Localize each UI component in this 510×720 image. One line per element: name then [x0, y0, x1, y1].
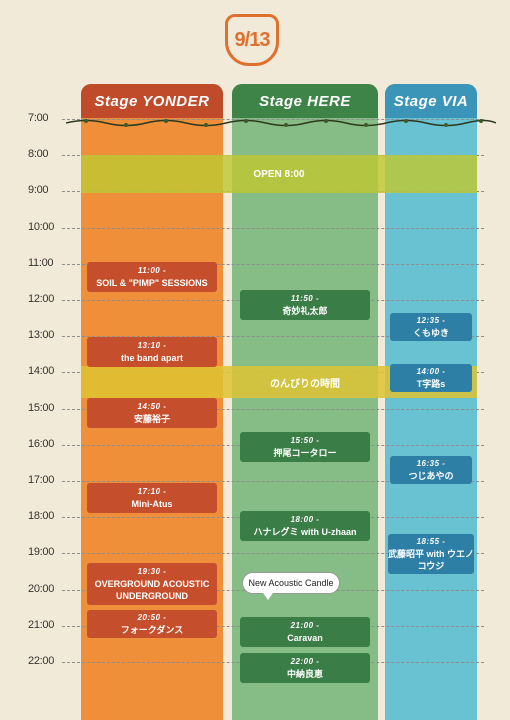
event-yonder-6[interactable]: 20:50 - フォークダンス [87, 610, 217, 638]
event-time: 13:10 - [137, 341, 167, 350]
event-via-4[interactable]: 18:55 - 武藤昭平 with ウエノコウジ [388, 534, 474, 574]
event-time: 19:30 - [137, 567, 167, 576]
hour-label: 22:00 [28, 655, 55, 667]
hour-line [62, 553, 484, 554]
event-yonder-1[interactable]: 11:00 - SOIL & "PIMP" SESSIONS [87, 262, 217, 292]
event-yonder-2[interactable]: 13:10 - the band apart [87, 337, 217, 367]
event-name: 武藤昭平 with ウエノコウジ [388, 549, 474, 571]
event-name: Caravan [287, 633, 323, 643]
event-via-3[interactable]: 16:35 - つじあやの [390, 456, 472, 484]
bubble-label: New Acoustic Candle [248, 578, 334, 588]
event-via-2[interactable]: 14:00 - T字路s [390, 364, 472, 392]
event-time: 21:00 - [290, 621, 320, 630]
date-label: 9/13 [234, 28, 271, 51]
stage-here-header: Stage HERE [232, 84, 378, 118]
event-time: 14:50 - [137, 402, 167, 411]
event-name: ハナレグミ with U-zhaan [253, 527, 357, 537]
event-name: T字路s [416, 379, 446, 389]
event-name: 安藤裕子 [133, 414, 170, 424]
event-time: 15:50 - [290, 436, 320, 445]
event-name: つじあやの [408, 471, 454, 481]
hour-label: 16:00 [28, 438, 55, 450]
hour-label: 14:00 [28, 365, 55, 377]
hour-line [62, 336, 484, 337]
event-name: 奇妙礼太郎 [282, 306, 328, 316]
event-time: 11:00 - [137, 266, 167, 275]
hour-label: 17:00 [28, 474, 55, 486]
event-time: 18:55 - [416, 537, 446, 546]
hour-label: 8:00 [28, 148, 49, 160]
event-name: くもゆき [412, 328, 449, 338]
stage-via-header: Stage VIA [385, 84, 477, 118]
hour-line [62, 264, 484, 265]
event-name: 押尾コータロー [273, 448, 337, 458]
event-name: フォークダンス [120, 625, 184, 635]
hour-line [62, 119, 484, 120]
hour-label: 18:00 [28, 510, 55, 522]
hour-line [62, 409, 484, 410]
event-here-1[interactable]: 11:50 - 奇妙礼太郎 [240, 290, 370, 320]
hour-label: 19:00 [28, 546, 55, 558]
event-yonder-3[interactable]: 14:50 - 安藤裕子 [87, 398, 217, 428]
hour-label: 12:00 [28, 293, 55, 305]
event-name: SOIL & "PIMP" SESSIONS [96, 278, 208, 288]
event-yonder-4[interactable]: 17:10 - Mini-Atus [87, 483, 217, 513]
hour-label: 7:00 [28, 112, 49, 124]
event-time: 14:00 - [416, 367, 446, 376]
open-band: OPEN 8:00 [81, 155, 477, 193]
event-via-1[interactable]: 12:35 - くもゆき [390, 313, 472, 341]
vine-decoration [66, 119, 496, 127]
event-time: 11:50 - [290, 294, 320, 303]
event-time: 18:00 - [290, 515, 320, 524]
hour-line [62, 228, 484, 229]
event-here-2[interactable]: 15:50 - 押尾コータロー [240, 432, 370, 462]
event-time: 22:00 - [290, 657, 320, 666]
stage-yonder-header: Stage YONDER [81, 84, 223, 118]
nonbiri-label: のんびりの時間 [270, 378, 340, 390]
hour-label: 9:00 [28, 184, 49, 196]
hour-label: 21:00 [28, 619, 55, 631]
event-here-5[interactable]: 22:00 - 中納良恵 [240, 653, 370, 683]
hour-label: 10:00 [28, 221, 55, 233]
event-time: 16:35 - [416, 459, 446, 468]
event-here-3[interactable]: 18:00 - ハナレグミ with U-zhaan [240, 511, 370, 541]
hour-label: 13:00 [28, 329, 55, 341]
event-name: 中納良恵 [286, 669, 323, 679]
open-label: OPEN 8:00 [253, 168, 305, 180]
hour-label: 20:00 [28, 583, 55, 595]
date-badge: 9/13 [225, 14, 279, 66]
event-here-4[interactable]: 21:00 - Caravan [240, 617, 370, 647]
event-name: the band apart [120, 353, 183, 363]
event-name: OVERGROUND ACOUSTIC UNDERGROUND [94, 579, 210, 601]
event-time: 17:10 - [137, 487, 167, 496]
speech-bubble: New Acoustic Candle [242, 572, 340, 600]
hour-line [62, 481, 484, 482]
event-name: Mini-Atus [131, 499, 173, 509]
hour-label: 11:00 [28, 257, 54, 269]
event-time: 20:50 - [137, 613, 167, 622]
event-yonder-5[interactable]: 19:30 - OVERGROUND ACOUSTIC UNDERGROUND [87, 563, 217, 605]
hour-label: 15:00 [28, 402, 55, 414]
event-time: 12:35 - [416, 316, 446, 325]
